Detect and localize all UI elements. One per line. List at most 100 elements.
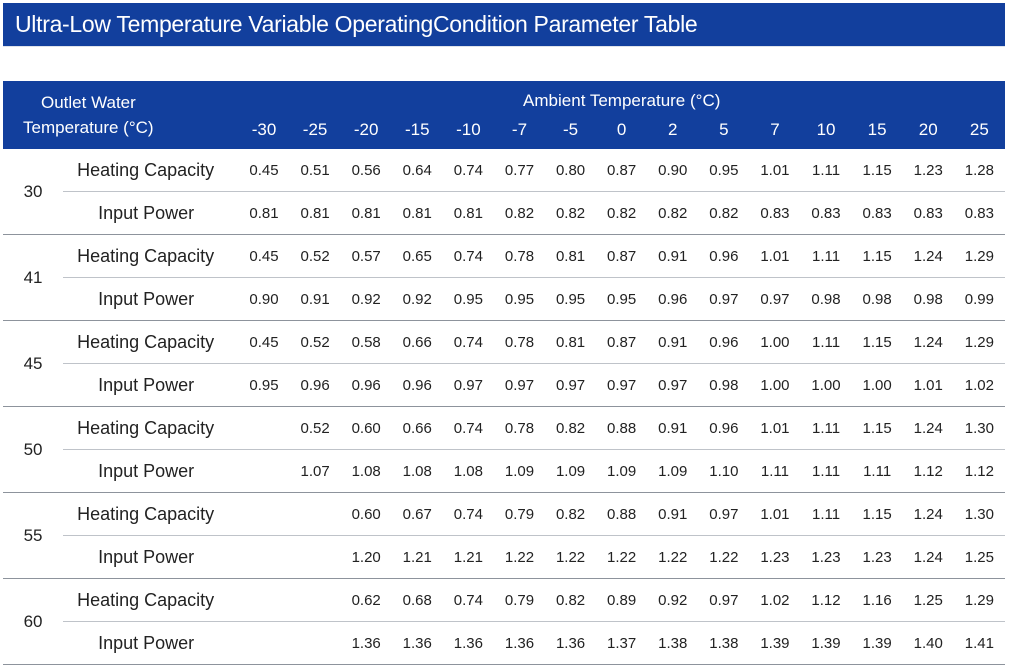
input-power-value: 1.21 bbox=[442, 535, 494, 579]
ambient-temp-header: 10 bbox=[800, 111, 852, 149]
heating-capacity-value: 0.62 bbox=[340, 578, 392, 622]
input-power-value: 0.83 bbox=[953, 191, 1005, 235]
input-power-value: 1.09 bbox=[596, 449, 648, 493]
input-power-value: 0.98 bbox=[851, 277, 903, 321]
table-row: 60 Heating Capacity 0.62 0.68 0.74 0.79 0.82 0.… bbox=[3, 578, 1005, 665]
heating-capacity-value: 0.74 bbox=[442, 320, 494, 364]
heating-capacity-value: 0.60 bbox=[340, 492, 392, 536]
heating-capacity-value: 0.91 bbox=[647, 492, 699, 536]
input-power-value: 0.96 bbox=[340, 363, 392, 407]
input-power-value: 0.95 bbox=[545, 277, 597, 321]
input-power-value bbox=[238, 449, 290, 493]
input-power-value: 0.92 bbox=[391, 277, 443, 321]
heating-capacity-value: 0.81 bbox=[545, 234, 597, 278]
ambient-temp-header: 5 bbox=[698, 111, 750, 149]
heating-capacity-value: 0.57 bbox=[340, 234, 392, 278]
heating-capacity-value: 0.87 bbox=[596, 234, 648, 278]
table-row: Input Power 0.81 0.81 0.81 0.81 0.81 0.82 0.82 0… bbox=[3, 191, 1005, 235]
heating-capacity-value: 0.91 bbox=[647, 320, 699, 364]
ambient-temperature-header: Ambient Temperature (°C) bbox=[238, 81, 1005, 111]
heating-capacity-value: 0.74 bbox=[442, 406, 494, 450]
heating-capacity-value: 0.52 bbox=[289, 406, 341, 450]
table-row: Input Power 0.95 0.96 0.96 0.96 0.97 0.97 0.97 0… bbox=[3, 363, 1005, 407]
heating-capacity-label: Heating Capacity bbox=[63, 492, 239, 536]
outlet-water-header: Outlet Water Temperature (°C) bbox=[3, 81, 239, 149]
input-power-value: 1.22 bbox=[545, 535, 597, 579]
input-power-value: 0.97 bbox=[596, 363, 648, 407]
outlet-water-temp-cell: 60 bbox=[3, 578, 64, 665]
input-power-value: 1.36 bbox=[545, 621, 597, 665]
heating-capacity-value: 0.67 bbox=[391, 492, 443, 536]
heating-capacity-value: 0.52 bbox=[289, 320, 341, 364]
input-power-value: 0.97 bbox=[442, 363, 494, 407]
input-power-value: 0.81 bbox=[238, 191, 290, 235]
input-power-value: 0.82 bbox=[596, 191, 648, 235]
table-row: 41 Heating Capacity 0.45 0.52 0.57 0.65 0.74 0.… bbox=[3, 234, 1005, 321]
heating-capacity-value: 0.89 bbox=[596, 578, 648, 622]
heating-capacity-value: 1.02 bbox=[749, 578, 801, 622]
heating-capacity-value bbox=[289, 492, 341, 536]
heating-capacity-label: Heating Capacity bbox=[63, 320, 239, 364]
input-power-value: 0.82 bbox=[545, 191, 597, 235]
input-power-value: 0.83 bbox=[902, 191, 954, 235]
input-power-value: 0.91 bbox=[289, 277, 341, 321]
heating-capacity-value: 0.77 bbox=[493, 149, 546, 192]
heating-capacity-label: Heating Capacity bbox=[63, 578, 239, 622]
input-power-value: 1.36 bbox=[391, 621, 443, 665]
input-power-label: Input Power bbox=[63, 191, 239, 235]
heating-capacity-value: 0.96 bbox=[698, 320, 750, 364]
heating-capacity-value: 1.15 bbox=[851, 320, 903, 364]
input-power-value bbox=[289, 535, 341, 579]
input-power-value: 0.95 bbox=[238, 363, 290, 407]
ambient-temp-header: 0 bbox=[596, 111, 648, 149]
input-power-value: 0.97 bbox=[545, 363, 597, 407]
table-row: Input Power 0.90 0.91 0.92 0.92 0.95 0.95 0.95 0… bbox=[3, 277, 1005, 321]
input-power-value: 1.22 bbox=[698, 535, 750, 579]
input-power-value: 0.97 bbox=[698, 277, 750, 321]
input-power-value: 1.39 bbox=[851, 621, 903, 665]
ambient-temp-header: 15 bbox=[851, 111, 903, 149]
heating-capacity-value: 1.00 bbox=[749, 320, 801, 364]
heating-capacity-value: 0.78 bbox=[493, 320, 546, 364]
input-power-value: 1.38 bbox=[698, 621, 750, 665]
heating-capacity-value: 0.45 bbox=[238, 149, 290, 192]
heating-capacity-value: 0.97 bbox=[698, 492, 750, 536]
input-power-value: 0.96 bbox=[647, 277, 699, 321]
input-power-label: Input Power bbox=[63, 363, 239, 407]
input-power-value: 0.83 bbox=[749, 191, 801, 235]
input-power-value: 1.38 bbox=[647, 621, 699, 665]
heating-capacity-value: 0.66 bbox=[391, 320, 443, 364]
outlet-water-temp-cell: 41 bbox=[3, 234, 64, 321]
input-power-value: 0.82 bbox=[698, 191, 750, 235]
ambient-temp-header: -15 bbox=[391, 111, 443, 149]
heating-capacity-value: 0.96 bbox=[698, 406, 750, 450]
input-power-value: 1.41 bbox=[953, 621, 1005, 665]
spacer-strip bbox=[3, 46, 1005, 81]
heating-capacity-value: 0.45 bbox=[238, 234, 290, 278]
heating-capacity-value: 1.01 bbox=[749, 149, 801, 192]
heating-capacity-value: 1.24 bbox=[902, 492, 954, 536]
heating-capacity-value: 1.29 bbox=[953, 234, 1005, 278]
heating-capacity-value: 1.29 bbox=[953, 320, 1005, 364]
input-power-value: 1.08 bbox=[442, 449, 494, 493]
input-power-value: 0.98 bbox=[698, 363, 750, 407]
input-power-value: 1.00 bbox=[800, 363, 852, 407]
table-row: Input Power 1.07 1.08 1.08 1.08 1.09 1.09 1.09 1… bbox=[3, 449, 1005, 493]
input-power-value: 0.81 bbox=[442, 191, 494, 235]
heating-capacity-value: 1.15 bbox=[851, 406, 903, 450]
ambient-temp-header: -25 bbox=[289, 111, 341, 149]
input-power-value: 1.00 bbox=[749, 363, 801, 407]
input-power-label: Input Power bbox=[63, 535, 239, 579]
heating-capacity-value: 0.51 bbox=[289, 149, 341, 192]
input-power-value: 1.09 bbox=[647, 449, 699, 493]
heating-capacity-value: 0.88 bbox=[596, 492, 648, 536]
heating-capacity-value: 0.58 bbox=[340, 320, 392, 364]
heating-capacity-value: 0.81 bbox=[545, 320, 597, 364]
ambient-temp-header: -10 bbox=[442, 111, 494, 149]
input-power-value: 1.23 bbox=[749, 535, 801, 579]
heating-capacity-value: 0.66 bbox=[391, 406, 443, 450]
header-row-top: Outlet Water Temperature (°C) Ambient Te… bbox=[3, 81, 1005, 149]
input-power-value: 0.81 bbox=[289, 191, 341, 235]
ambient-temp-header: -7 bbox=[493, 111, 546, 149]
heating-capacity-value: 0.79 bbox=[493, 578, 546, 622]
